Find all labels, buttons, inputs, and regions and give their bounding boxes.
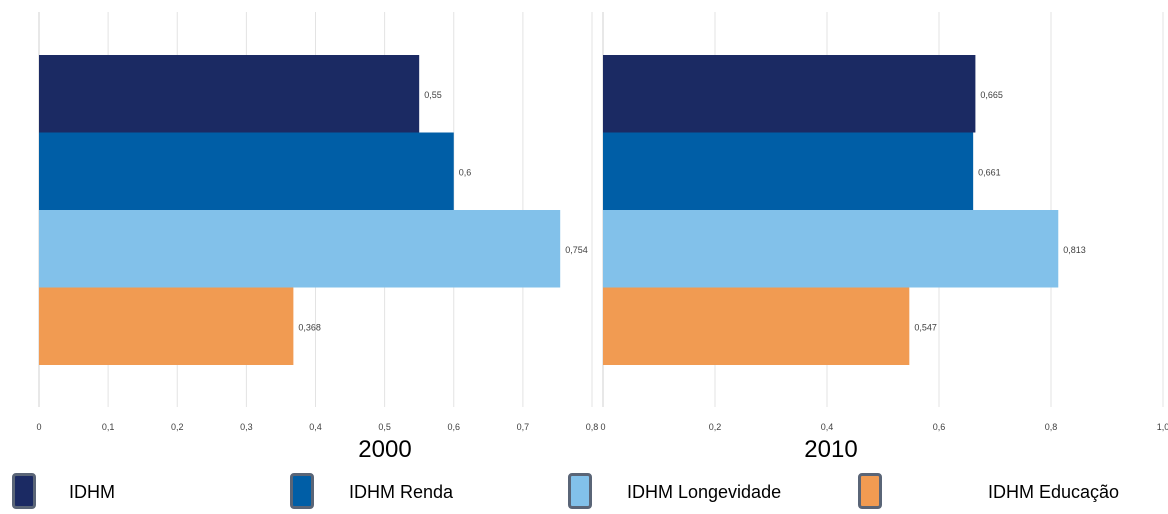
legend-swatch-idhm-renda [290,473,314,509]
data-label-idhm-educacao: 0,368 [298,322,321,332]
x-tick-label: 0,1 [102,422,115,432]
x-tick-label: 0,6 [447,422,460,432]
legend: IDHM IDHM Renda IDHM Longevidade IDHM Ed… [0,471,1168,514]
legend-swatch-idhm [12,473,36,509]
x-tick-label: 1,0 [1157,422,1168,432]
legend-label-idhm-educacao: IDHM Educação [988,482,1120,502]
legend-label-idhm-renda: IDHM Renda [349,482,454,502]
bar-idhm-renda [39,132,454,210]
chart-panel-2000: 0,55 0,6 0,754 0,368 0 0,1 0,2 0,3 0,4 0,5 0,6 0,7 0… [2,12,600,432]
bar-idhm-longevidade [603,210,1059,288]
legend-label-idhm-longevidade: IDHM Longevidade [627,482,782,502]
x-tick-label: 0 [600,422,605,432]
x-tick-label: 0,2 [171,422,184,432]
data-label-idhm: 0,55 [424,90,442,100]
bar-idhm-educacao [603,287,910,365]
chart-panel-2010: 0,665 0,661 0,813 0,547 0 0,2 0,4 0,6 0,8 1,0 [600,12,1168,432]
legend-swatch-idhm-longevidade [568,473,592,509]
bar-idhm [603,55,976,133]
legend-label-idhm: IDHM [69,482,115,502]
data-label-idhm: 0,665 [980,90,1003,100]
data-label-idhm-renda: 0,661 [978,167,1001,177]
x-tick-label: 0,4 [309,422,322,432]
data-label-idhm-educacao: 0,547 [914,322,937,332]
bar-chart-2010: 0,665 0,661 0,813 0,547 0 0,2 0,4 0,6 0,8 1,0 [600,12,1168,432]
bar-chart-2000: 0,55 0,6 0,754 0,368 0 0,1 0,2 0,3 0,4 0,5 0,6 0,7 0… [36,12,599,432]
x-tick-label: 0,6 [933,422,946,432]
data-label-idhm-longevidade: 0,813 [1063,245,1086,255]
x-tick-label: 0,7 [517,422,530,432]
x-tick-label: 0 [36,422,41,432]
bar-idhm-renda [603,132,974,210]
x-tick-label: 0,4 [821,422,834,432]
data-label-idhm-renda: 0,6 [459,167,472,177]
x-tick-label: 0,3 [240,422,253,432]
x-tick-label: 0,8 [1045,422,1058,432]
legend-swatch-idhm-educacao [858,473,882,509]
bar-idhm-educacao [39,287,294,365]
x-tick-label: 0,2 [709,422,722,432]
data-label-idhm-longevidade: 0,754 [565,245,588,255]
chart-title-2010: 2010 [804,436,858,463]
x-tick-label: 0,5 [378,422,391,432]
x-tick-label: 0,8 [586,422,599,432]
bar-idhm [39,55,420,133]
bar-idhm-longevidade [39,210,561,288]
chart-title-2000: 2000 [358,436,412,463]
